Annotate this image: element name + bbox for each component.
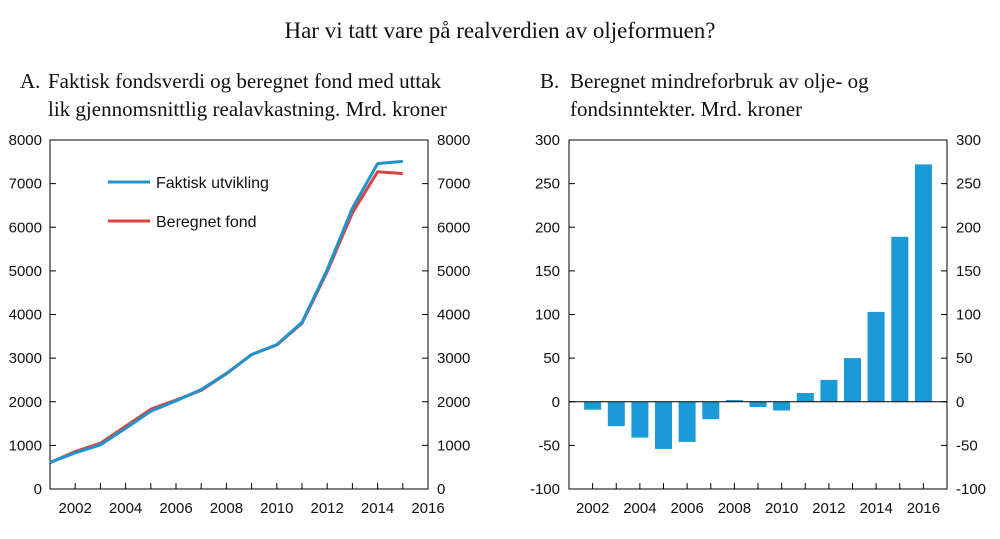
panel-b-y-tick-label-right: 0: [956, 394, 964, 411]
bar-2002: [584, 401, 602, 410]
panel-a-y-tick-label-left: 4000: [9, 307, 42, 324]
panel-b-letter: B.: [540, 69, 559, 93]
panel-a-x-tick-label: 2002: [59, 500, 92, 517]
panel-a-tick-labels: 0 0 1000 1000 2000 2000 3000 3000 4000 4000 5000 50…: [9, 132, 471, 517]
bar-2003: [607, 401, 625, 427]
panel-a-y-tick-label-right: 5000: [437, 263, 470, 280]
legend: Faktisk utvikling Beregnet fond: [108, 175, 269, 231]
panel-a-title-line-1: Faktisk fondsverdi og beregnet fond med …: [48, 69, 442, 93]
panel-b-y-tick-label-right: 150: [956, 263, 981, 280]
panel-b-y-tick-label-right: 100: [956, 307, 981, 324]
panel-a-y-tick-label-right: 3000: [437, 350, 470, 367]
panel-a-y-tick-label-right: 2000: [437, 394, 470, 411]
panel-a-y-tick-label-left: 3000: [9, 350, 42, 367]
bar-2014: [867, 311, 885, 402]
panel-a-x-tick-label: 2008: [210, 500, 243, 517]
panel-b-x-tick-label: 2010: [765, 500, 798, 517]
panel-b-y-tick-label-left: 200: [535, 219, 560, 236]
bar-2008: [725, 400, 743, 402]
panel-b-tick-labels: -100 -100 -50 -50 0 0 50 50 100 100 150 150 200 200 25…: [530, 132, 986, 517]
legend-label-actual: Faktisk utvikling: [156, 175, 269, 192]
panel-a-y-tick-label-right: 8000: [437, 132, 470, 149]
panel-a-x-tick-label: 2016: [411, 500, 444, 517]
panel-a-series: [49, 159, 403, 465]
panel-b-y-tick-label-right: 300: [956, 132, 981, 149]
bar-2016: [914, 164, 932, 402]
panel-b-y-tick-label-right: 250: [956, 176, 981, 193]
bar-2013: [844, 358, 861, 402]
panel-b-y-tick-label-left: 250: [535, 176, 560, 193]
panel-b-y-tick-label-right: -100: [956, 481, 986, 498]
bar-2005: [655, 401, 672, 449]
panel-b-y-tick-label-left: 50: [543, 350, 560, 367]
panel-a-y-tick-label-left: 2000: [9, 394, 42, 411]
panel-b-x-tick-label: 2004: [623, 500, 656, 517]
bar-2009: [749, 401, 767, 407]
bar-2007: [702, 401, 720, 420]
panel-a-y-tick-label-right: 7000: [437, 176, 470, 193]
panel-b-y-tick-label-left: -50: [538, 437, 560, 454]
panel-b-y-tick-label-right: -50: [956, 437, 978, 454]
panel-a-y-tick-label-right: 0: [437, 481, 445, 498]
panel-b-x-tick-label: 2002: [576, 500, 609, 517]
panel-a-y-tick-label-right: 4000: [437, 307, 470, 324]
panel-a-ticks: [49, 139, 429, 490]
panel-b-x-tick-label: 2012: [812, 500, 845, 517]
panel-a-title-line-2: lik gjennomsnittlig realavkastning. Mrd.…: [48, 97, 447, 121]
panel-a-y-tick-label-left: 6000: [9, 219, 42, 236]
panel-b-y-tick-label-left: 100: [535, 307, 560, 324]
panel-b-y-tick-label-right: 50: [956, 350, 973, 367]
panel-b-plot-frame: [568, 139, 948, 490]
panel-b-bars: [584, 164, 932, 449]
panel-a-plot-frame: [49, 139, 429, 490]
panel-b-y-tick-label-left: 300: [535, 132, 560, 149]
panel-a-x-tick-label: 2010: [260, 500, 293, 517]
panel-a-y-tick-label-left: 1000: [9, 437, 42, 454]
bar-2015: [891, 236, 909, 402]
bar-2012: [820, 379, 838, 402]
panel-b-x-tick-label: 2006: [670, 500, 703, 517]
panel-b-title-line-2: fondsinntekter. Mrd. kroner: [570, 97, 802, 121]
panel-a-y-tick-label-right: 6000: [437, 219, 470, 236]
panel-b-x-tick-label: 2008: [718, 500, 751, 517]
panel-b-x-tick-label: 2014: [859, 500, 892, 517]
panel-a-letter: A.: [20, 69, 40, 93]
panel-a-y-tick-label-left: 7000: [9, 176, 42, 193]
panel-a-x-tick-label: 2014: [361, 500, 394, 517]
panel-a-y-tick-label-left: 8000: [9, 132, 42, 149]
series-line-actual: [49, 159, 403, 464]
panel-a: A. Faktisk fondsverdi og beregnet fond m…: [9, 69, 471, 517]
panel-b: B. Beregnet mindreforbruk av olje- og fo…: [530, 69, 986, 517]
panel-a-x-tick-label: 2006: [159, 500, 192, 517]
panel-a-x-tick-label: 2004: [109, 500, 142, 517]
panel-b-x-tick-label: 2016: [907, 500, 940, 517]
bar-2011: [796, 393, 814, 402]
bar-2006: [678, 401, 696, 442]
panel-a-x-tick-label: 2012: [311, 500, 344, 517]
panel-b-y-tick-label-left: 150: [535, 263, 560, 280]
bar-2010: [773, 401, 791, 411]
panel-b-y-tick-label-right: 200: [956, 219, 981, 236]
panel-b-y-tick-label-left: 0: [552, 394, 560, 411]
panel-b-title-line-1: Beregnet mindreforbruk av olje- og: [570, 69, 869, 93]
panel-a-y-tick-label-right: 1000: [437, 437, 470, 454]
panel-a-y-tick-label-left: 0: [34, 481, 42, 498]
panel-b-ticks: [569, 139, 947, 490]
panel-b-y-tick-label-left: -100: [530, 481, 560, 498]
panel-a-y-tick-label-left: 5000: [9, 263, 42, 280]
legend-label-computed: Beregnet fond: [156, 214, 257, 231]
bar-2004: [631, 401, 649, 438]
figure-title: Har vi tatt vare på realverdien av oljef…: [284, 18, 715, 43]
